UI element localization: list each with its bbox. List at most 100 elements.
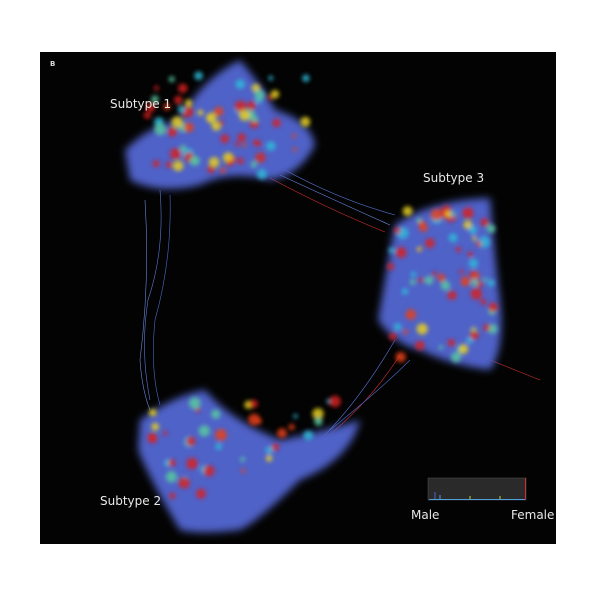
density-spot xyxy=(393,323,402,331)
density-spot xyxy=(440,280,451,291)
density-spot xyxy=(254,89,265,101)
density-spot xyxy=(270,89,280,99)
density-spot xyxy=(268,75,274,81)
density-spot xyxy=(430,208,443,221)
density-spot xyxy=(250,161,257,168)
density-spot xyxy=(424,276,434,285)
density-spot xyxy=(189,155,200,166)
edge-bundle xyxy=(144,189,162,401)
density-spot xyxy=(143,111,151,119)
density-spot xyxy=(256,169,268,180)
edge-bundle xyxy=(329,359,411,431)
density-spot xyxy=(292,147,297,152)
density-spot xyxy=(293,414,298,419)
density-spot xyxy=(455,246,461,253)
edge-bundle xyxy=(284,169,396,216)
density-spot xyxy=(472,236,477,241)
density-spot xyxy=(154,85,159,91)
density-spot xyxy=(246,101,256,110)
density-spot xyxy=(265,455,273,462)
cluster-2-body xyxy=(138,390,360,533)
density-spot xyxy=(207,116,212,120)
density-spot xyxy=(447,339,455,347)
density-spot xyxy=(185,99,193,107)
density-spot xyxy=(405,309,417,320)
edge-bundle xyxy=(153,194,171,406)
cluster-label: Subtype 2 xyxy=(100,494,161,508)
density-spot xyxy=(488,302,498,312)
density-spot xyxy=(196,488,206,499)
density-spot xyxy=(255,152,266,163)
density-spot xyxy=(178,477,190,489)
density-spots xyxy=(143,71,498,499)
cluster-label: Subtype 3 xyxy=(423,171,484,185)
density-spot xyxy=(483,277,488,282)
density-spot xyxy=(237,133,246,142)
density-spot xyxy=(266,141,276,151)
density-spot xyxy=(208,157,220,168)
density-spot xyxy=(151,95,159,104)
density-spot xyxy=(302,74,310,82)
density-spot xyxy=(466,337,473,344)
density-spot xyxy=(314,417,323,426)
density-spot xyxy=(195,407,201,413)
density-spot xyxy=(168,76,175,83)
cluster-label: Subtype 1 xyxy=(110,97,171,111)
density-spot xyxy=(449,210,457,218)
density-spot xyxy=(178,83,188,94)
density-spot xyxy=(249,399,258,408)
density-spot xyxy=(265,446,274,454)
density-spot xyxy=(388,247,395,254)
density-spot xyxy=(163,103,171,111)
density-spot xyxy=(271,443,279,451)
density-spot xyxy=(163,431,168,436)
density-spot xyxy=(267,94,273,101)
density-spot xyxy=(239,109,250,121)
density-spot xyxy=(444,210,452,218)
density-spot xyxy=(211,409,221,419)
density-spot xyxy=(277,428,287,439)
density-spot xyxy=(166,161,173,168)
density-spot xyxy=(487,279,495,287)
density-spot xyxy=(437,273,446,282)
density-spot xyxy=(215,443,223,450)
edge-bundle xyxy=(269,177,386,233)
density-spot xyxy=(450,352,462,363)
density-spot xyxy=(237,157,244,165)
density-spot xyxy=(235,79,245,89)
density-spot xyxy=(387,263,395,270)
density-spot xyxy=(167,127,178,137)
density-spot xyxy=(186,457,198,470)
density-spot xyxy=(165,471,178,483)
density-spot xyxy=(470,288,482,300)
density-spot xyxy=(220,167,226,174)
density-spot xyxy=(418,277,424,283)
density-spot xyxy=(480,298,487,305)
density-spot xyxy=(416,217,422,223)
density-spot xyxy=(416,246,422,252)
density-spot xyxy=(220,134,230,143)
density-spot xyxy=(395,351,406,363)
density-spot xyxy=(486,224,496,234)
density-spot xyxy=(168,460,173,465)
density-spot xyxy=(416,323,428,335)
density-spot xyxy=(213,106,224,117)
density-spot xyxy=(478,236,491,248)
cluster-3-body xyxy=(378,198,502,370)
density-spot xyxy=(409,279,416,286)
density-spot xyxy=(215,429,227,441)
density-spot xyxy=(152,160,160,168)
density-spot xyxy=(170,148,181,160)
legend: Male Female xyxy=(411,477,554,522)
density-spot xyxy=(177,105,186,114)
density-spot xyxy=(468,258,479,269)
density-spot xyxy=(147,433,158,444)
density-spot xyxy=(292,133,297,139)
density-spot xyxy=(487,324,498,334)
density-spot xyxy=(460,276,471,287)
density-spot xyxy=(288,424,295,431)
density-spot xyxy=(207,165,215,174)
density-spot xyxy=(171,116,183,128)
